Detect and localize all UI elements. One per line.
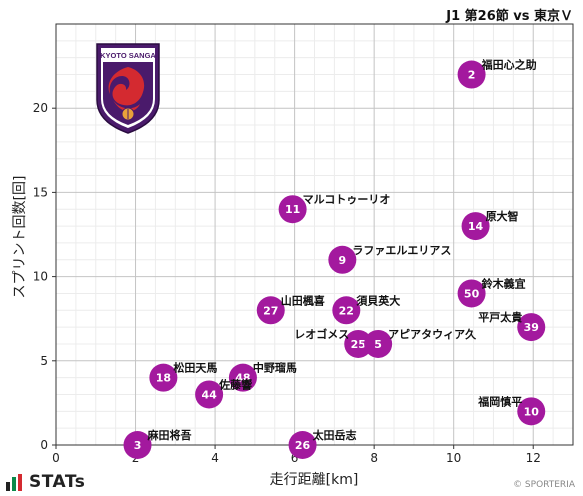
player-number-label: 26 <box>295 439 311 452</box>
player-number-label: 3 <box>134 439 142 452</box>
player-name-label: 須貝英大 <box>355 293 400 307</box>
y-tick-label: 5 <box>40 354 48 368</box>
player-number-label: 11 <box>285 203 300 216</box>
data-point-marker <box>457 60 486 89</box>
data-point-marker <box>195 380 224 409</box>
y-tick-label: 0 <box>40 438 48 452</box>
data-point-marker <box>228 363 257 392</box>
data-point-marker <box>123 431 152 459</box>
data-point-marker <box>461 212 490 241</box>
player-number-label: 22 <box>339 304 354 317</box>
player-name-label: 松田天馬 <box>173 361 217 375</box>
y-tick-label: 20 <box>33 101 48 115</box>
player-number-label: 5 <box>374 338 382 351</box>
player-name-label: 原大智 <box>486 209 519 223</box>
player-name-label: 平戸太貴 <box>478 310 522 324</box>
player-number-label: 2 <box>468 69 476 82</box>
player-name-label: 佐藤響 <box>218 377 252 391</box>
data-point-marker <box>364 329 393 358</box>
data-point-marker <box>517 313 546 342</box>
data-point-marker <box>328 245 357 274</box>
data-points: 2 11 14 9 50 27 22 39 25 5 18 48 44 10 3 26 <box>123 60 546 459</box>
data-point-marker <box>256 296 285 325</box>
emblem-text: KYOTO SANGA <box>100 51 156 60</box>
player-number-label: 44 <box>201 388 217 401</box>
stats-bars-icon <box>6 473 22 491</box>
data-point-marker <box>278 195 307 224</box>
chart-title: J1 第26節 vs 東京Ｖ <box>446 9 573 24</box>
player-number-label: 25 <box>351 338 366 351</box>
y-tick-label: 15 <box>33 185 48 199</box>
data-point-marker <box>332 296 361 325</box>
stats-logo: STATs <box>6 472 85 492</box>
player-name-label: レオゴメス <box>294 327 349 341</box>
data-point-marker <box>517 397 546 426</box>
player-name-label: アピアタウィア久 <box>388 327 477 341</box>
player-name-label: ラファエルエリアス <box>352 244 451 257</box>
player-number-label: 27 <box>263 304 278 317</box>
player-name-label: 麻田将吾 <box>147 428 192 442</box>
x-tick-label: 10 <box>446 451 461 465</box>
player-number-label: 10 <box>524 405 540 418</box>
x-axis-label: 走行距離[km] <box>270 471 359 488</box>
player-number-label: 39 <box>524 321 539 334</box>
player-number-label: 9 <box>339 254 347 267</box>
player-number-label: 14 <box>468 220 484 233</box>
data-point-marker <box>288 431 317 459</box>
kyoto-sanga-emblem: KYOTO SANGA <box>96 43 160 134</box>
player-name-label: 山田楓喜 <box>281 293 325 307</box>
x-tick-label: 6 <box>291 451 299 465</box>
y-axis-label: スプリント回数[回] <box>12 176 28 299</box>
x-tick-label: 12 <box>526 451 541 465</box>
player-number-label: 18 <box>156 372 171 385</box>
stats-logo-text: STATs <box>29 472 86 492</box>
copyright-credit: © SPORTERIA <box>513 480 575 490</box>
data-point-marker <box>457 279 486 308</box>
data-point-marker <box>149 363 178 392</box>
player-name-label: 鈴木義宜 <box>482 276 526 290</box>
x-tick-label: 8 <box>370 451 378 465</box>
player-number-label: 48 <box>235 372 250 385</box>
data-point-marker <box>344 329 373 358</box>
x-tick-label: 4 <box>211 451 219 465</box>
y-tick-label: 10 <box>33 270 48 284</box>
player-name-label: マルコトゥーリオ <box>303 193 391 206</box>
x-tick-label: 0 <box>52 451 60 465</box>
player-name-label: 太田岳志 <box>312 428 357 442</box>
player-number-label: 50 <box>464 287 480 300</box>
player-name-label: 福田心之助 <box>481 58 537 72</box>
player-name-label: 中野瑠馬 <box>253 361 297 375</box>
player-name-label: 福岡慎平 <box>477 394 522 408</box>
